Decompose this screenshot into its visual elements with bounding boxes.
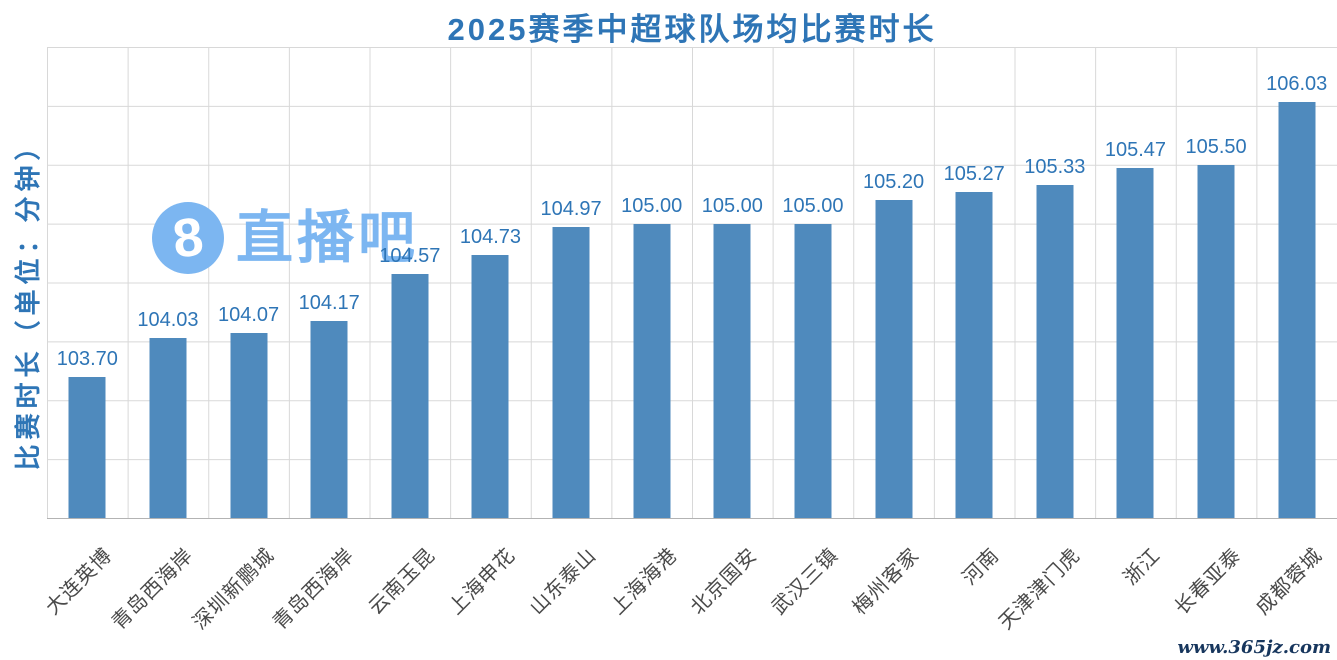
x-axis-label: 深圳新鹏城 bbox=[188, 544, 279, 635]
bar bbox=[471, 255, 509, 518]
bar-value-label: 103.70 bbox=[56, 347, 118, 370]
bar-slot: 104.03 bbox=[128, 47, 209, 518]
zhibo8-logo-icon: 8 bbox=[152, 202, 224, 274]
bar-value-label: 105.20 bbox=[862, 171, 925, 194]
x-axis-label: 云南玉昆 bbox=[364, 544, 440, 620]
bar bbox=[68, 376, 106, 518]
bar-value-label: 104.17 bbox=[298, 292, 360, 315]
bar bbox=[1278, 102, 1316, 518]
watermark-brand-text: 直播吧 bbox=[236, 205, 419, 270]
x-axis-label: 天津津门虎 bbox=[994, 544, 1085, 635]
bar bbox=[875, 200, 913, 518]
x-axis-label: 浙江 bbox=[1119, 544, 1166, 590]
bar-slot: 104.73 bbox=[450, 47, 531, 518]
bar-slot: 106.03 bbox=[1256, 47, 1337, 518]
bar bbox=[391, 274, 429, 518]
y-axis-title: 比赛时长（单位：分钟） bbox=[13, 129, 43, 471]
bar bbox=[794, 223, 832, 518]
bar bbox=[552, 227, 590, 518]
x-axis-label: 上海申花 bbox=[445, 544, 521, 620]
bar-value-label: 104.07 bbox=[217, 304, 280, 327]
bar-value-label: 105.27 bbox=[943, 162, 1005, 185]
bar-value-label: 106.03 bbox=[1266, 73, 1328, 96]
bar-value-label: 105.00 bbox=[701, 194, 763, 217]
bar-slot: 104.07 bbox=[208, 47, 289, 518]
bar-slot: 104.17 bbox=[289, 47, 370, 518]
x-axis-label: 长春亚泰 bbox=[1170, 544, 1246, 620]
bar-value-label: 105.00 bbox=[782, 194, 844, 217]
plot-area: 8 直播吧 103.70 104.03 104.07 104.17 104.57 104.… bbox=[47, 47, 1337, 519]
footer-url: www.365jz.com bbox=[1177, 637, 1331, 658]
bar-slot: 104.57 bbox=[370, 47, 451, 518]
bar-value-label: 105.50 bbox=[1185, 135, 1247, 158]
watermark: 8 直播吧 bbox=[152, 201, 419, 275]
bar-value-label: 105.33 bbox=[1024, 155, 1086, 178]
bar-slot: 104.97 bbox=[531, 47, 612, 518]
bar-value-label: 105.00 bbox=[621, 194, 683, 217]
x-axis-label: 大连英博 bbox=[42, 544, 118, 620]
x-axis-label: 武汉三镇 bbox=[767, 544, 843, 620]
bar-slot: 105.33 bbox=[1015, 47, 1096, 518]
bar-value-label: 104.97 bbox=[540, 198, 602, 221]
bar bbox=[310, 321, 348, 518]
bar-value-label: 105.47 bbox=[1104, 139, 1167, 162]
bar bbox=[1116, 168, 1154, 518]
bar-slot: 105.50 bbox=[1176, 47, 1257, 518]
x-axis-label: 北京国安 bbox=[687, 544, 763, 620]
bar bbox=[149, 337, 187, 518]
bar bbox=[633, 223, 671, 518]
bar-value-label: 104.03 bbox=[137, 308, 199, 331]
x-axis-label: 上海海港 bbox=[606, 544, 682, 620]
bar-slot: 105.00 bbox=[611, 47, 692, 518]
bar-slot: 105.00 bbox=[773, 47, 854, 518]
bar-slot: 105.20 bbox=[853, 47, 934, 518]
bars-layer: 103.70 104.03 104.07 104.17 104.57 104.73 104.… bbox=[47, 47, 1337, 518]
x-axis-label: 青岛西海岸 bbox=[107, 544, 198, 635]
bar bbox=[230, 333, 268, 518]
bar bbox=[713, 223, 751, 518]
bar-slot: 105.00 bbox=[692, 47, 773, 518]
x-axis-label: 青岛西海岸 bbox=[269, 544, 359, 635]
bar-value-label: 104.73 bbox=[459, 226, 522, 249]
bar-value-label: 104.57 bbox=[379, 245, 441, 268]
bar-slot: 105.27 bbox=[934, 47, 1015, 518]
x-axis-label: 山东泰山 bbox=[525, 544, 601, 620]
bar-slot: 103.70 bbox=[47, 47, 128, 518]
x-axis-label: 河南 bbox=[958, 544, 1004, 590]
bar bbox=[955, 191, 993, 518]
x-axis-label: 梅州客家 bbox=[848, 544, 924, 620]
x-axis-label: 成都蓉城 bbox=[1251, 544, 1327, 620]
chart-title: 2025赛季中超球队场均比赛时长 bbox=[447, 12, 937, 47]
bar-slot: 105.47 bbox=[1095, 47, 1176, 518]
x-axis-labels: 大连英博 青岛西海岸 深圳新鹏城 青岛西海岸 云南玉昆 上海申花 山东泰山 上海海港 北京国安武… bbox=[42, 518, 1337, 660]
bar bbox=[1197, 164, 1235, 518]
bar bbox=[1036, 184, 1074, 518]
